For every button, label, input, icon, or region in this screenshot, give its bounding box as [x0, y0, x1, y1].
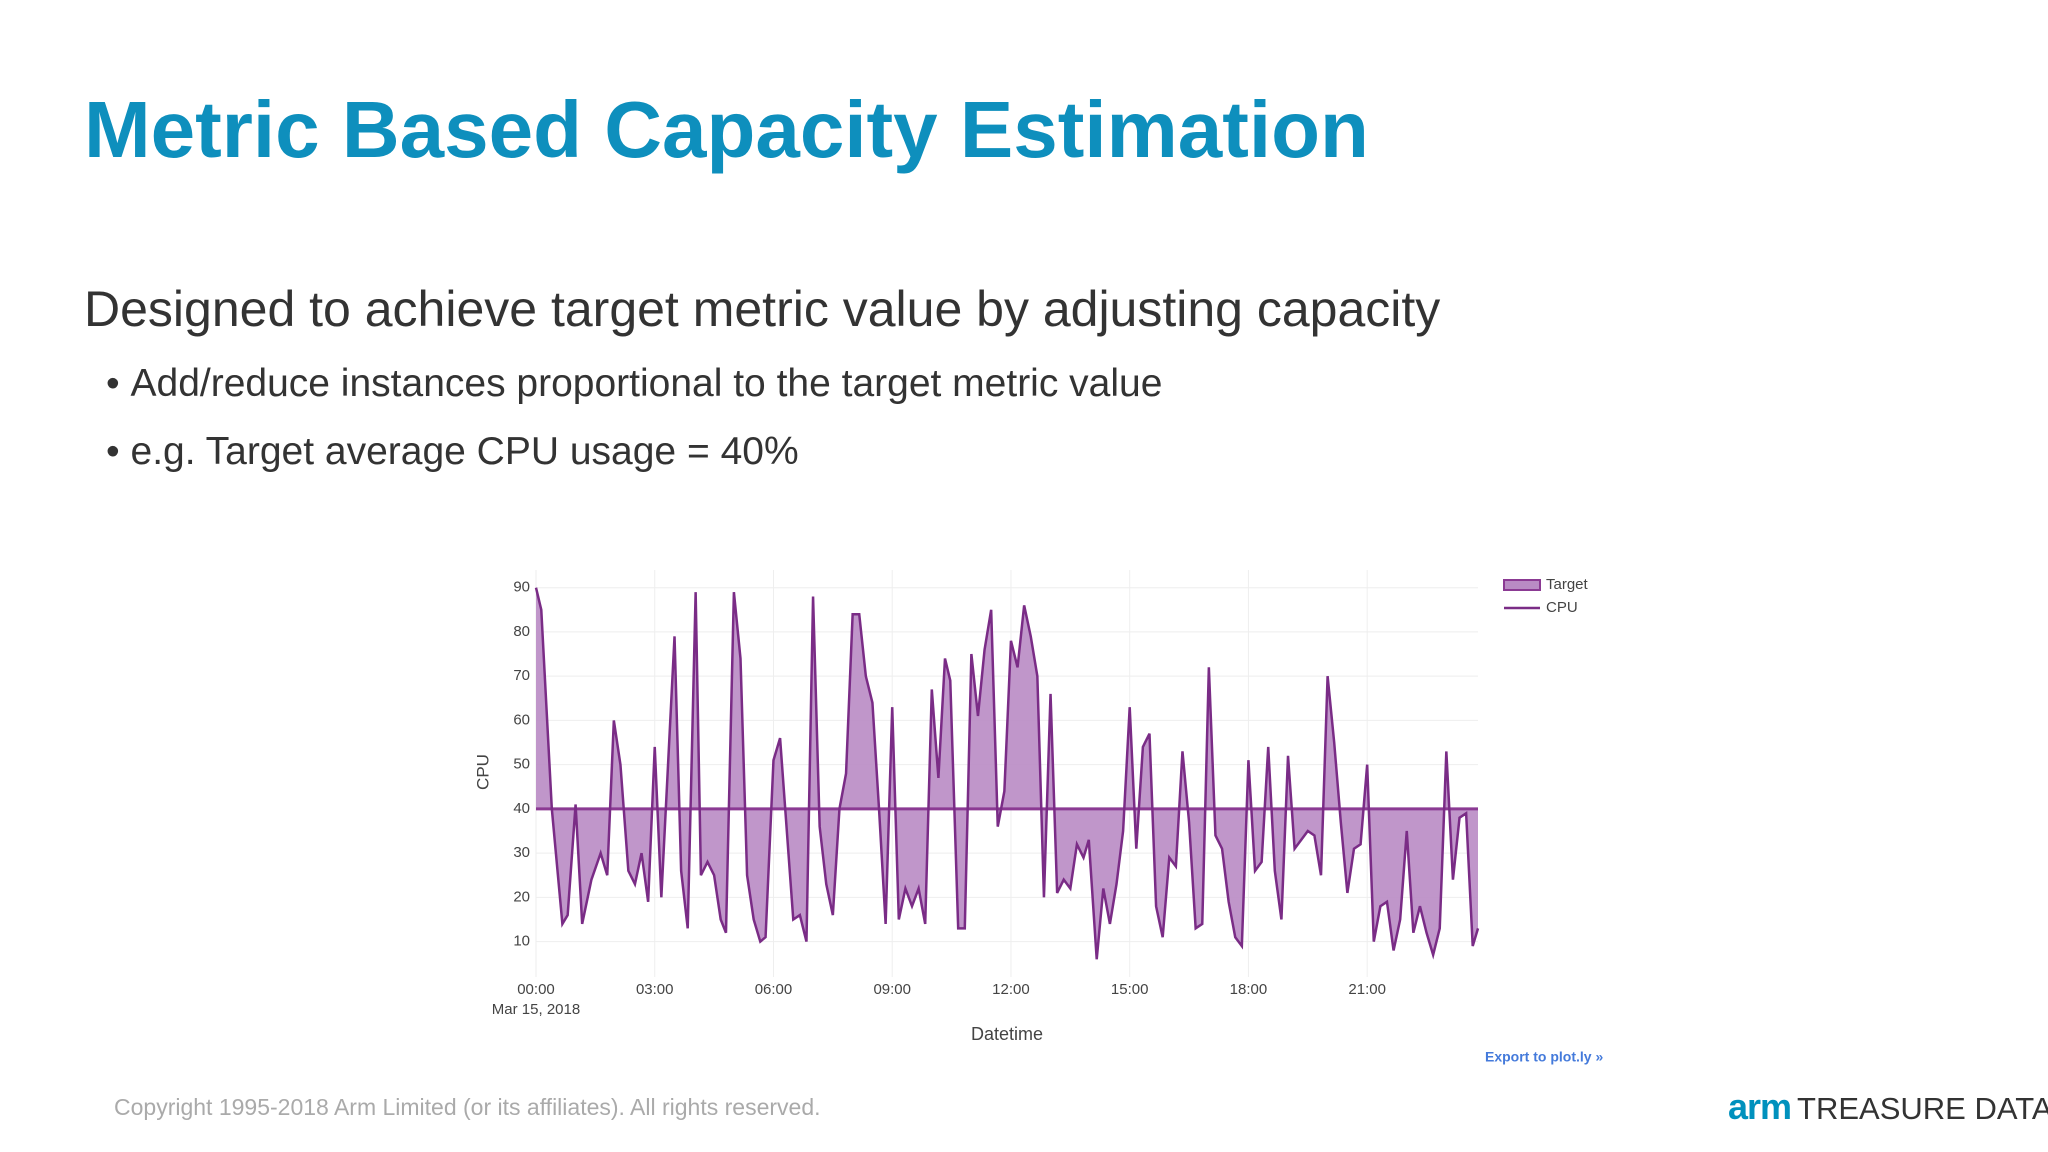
y-tick-label: 30	[513, 844, 530, 861]
y-tick-label: 10	[513, 933, 530, 950]
x-tick-label: 15:00	[1111, 981, 1149, 998]
target-fill	[536, 587, 1478, 960]
x-tick-label: 03:00	[636, 981, 674, 998]
y-tick-label: 80	[513, 623, 530, 640]
cpu-line	[534, 587, 1480, 960]
x-tick-label: 00:00	[517, 981, 555, 998]
copyright: Copyright 1995-2018 Arm Limited (or its …	[114, 1094, 821, 1120]
legend-swatch	[1503, 579, 1541, 591]
legend-label: CPU	[1546, 599, 1578, 616]
x-tick-label: 06:00	[755, 981, 793, 998]
y-tick-label: 90	[513, 579, 530, 596]
legend-label: Target	[1546, 576, 1589, 593]
subtitle: Designed to achieve target metric value …	[84, 281, 1441, 337]
x-tick-label: 09:00	[873, 981, 911, 998]
y-tick-label: 70	[513, 667, 530, 684]
y-tick-label: 60	[513, 711, 530, 728]
logo-product: TREASURE DATA	[1797, 1091, 2048, 1126]
bullet: • Add/reduce instances proportional to t…	[106, 362, 1163, 405]
bullet-text: Add/reduce instances proportional to the…	[130, 362, 1163, 405]
x-tick-label: 18:00	[1230, 981, 1268, 998]
y-tick-label: 50	[513, 756, 530, 773]
bullet-text: e.g. Target average CPU usage = 40%	[130, 430, 799, 473]
logo: arm TREASURE DATA	[1728, 1086, 2048, 1128]
x-tick-label: 21:00	[1348, 981, 1386, 998]
bullet: • e.g. Target average CPU usage = 40%	[106, 430, 799, 473]
x-tick-label: 12:00	[992, 981, 1030, 998]
logo-brand: arm	[1728, 1086, 1792, 1127]
x-date-label: Mar 15, 2018	[492, 1001, 580, 1018]
export-link: Export to plot.ly »	[1485, 1049, 1603, 1065]
y-axis-label: CPU	[473, 754, 492, 790]
y-tick-label: 40	[513, 800, 530, 817]
x-axis-label: Datetime	[971, 1024, 1043, 1044]
slide-title: Metric Based Capacity Estimation	[84, 85, 1369, 174]
y-tick-label: 20	[513, 888, 530, 905]
